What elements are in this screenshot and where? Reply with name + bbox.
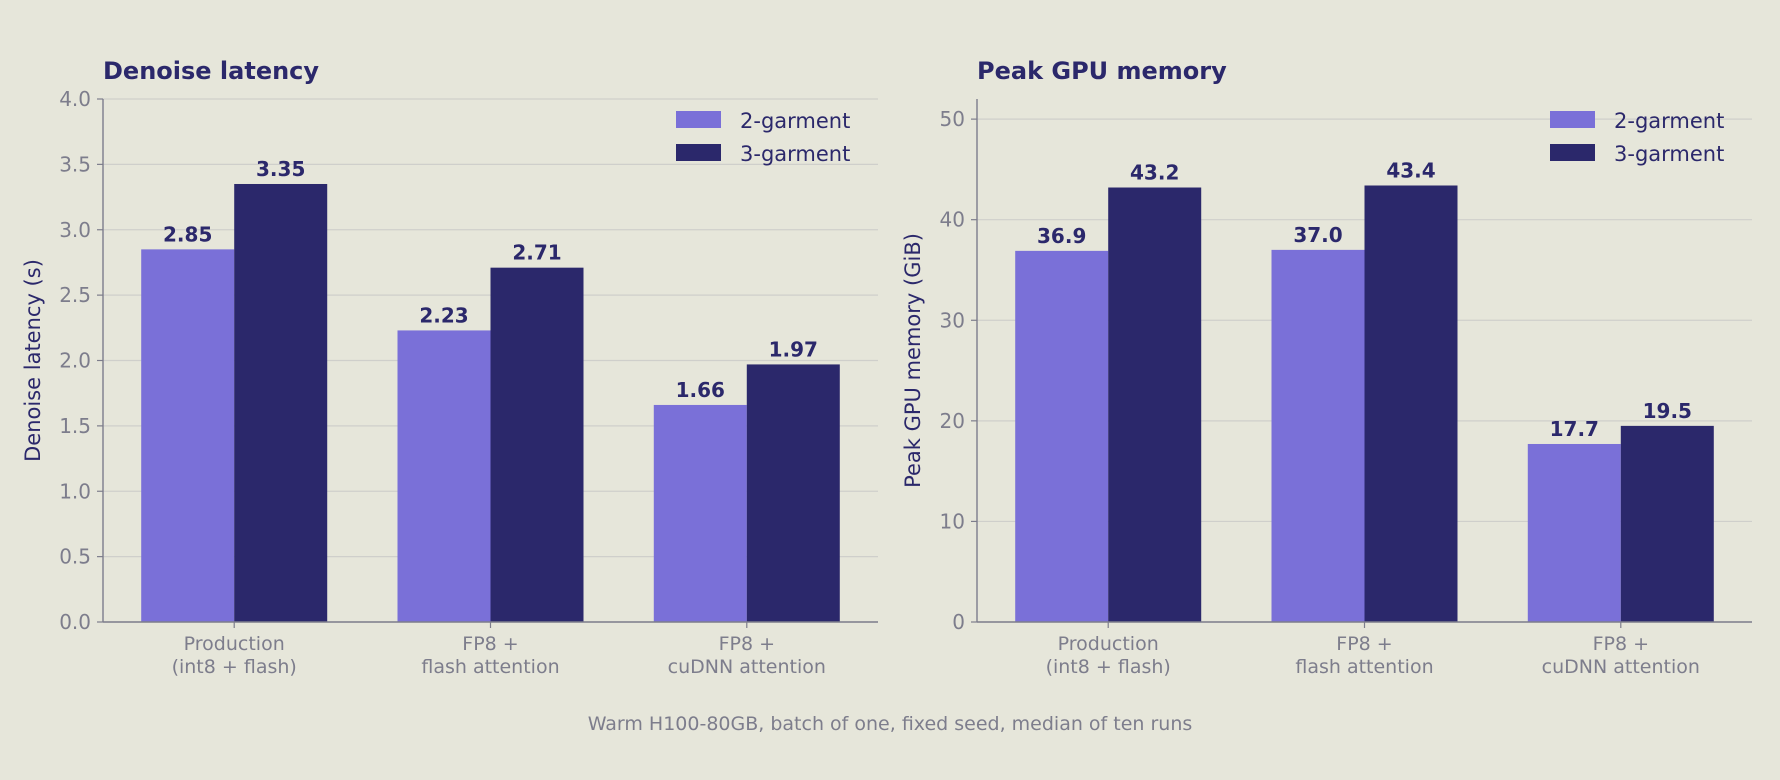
x-tick-label: FP8 + cuDNN attention: [668, 633, 826, 678]
data-label: 1.97: [769, 337, 818, 361]
x-tick-label: Production (int8 + flash): [1046, 633, 1171, 678]
legend-swatch: [1550, 144, 1595, 161]
bar-2-garment-1: [397, 330, 491, 622]
chart-title: Peak GPU memory: [977, 57, 1227, 85]
y-tick-label: 0.0: [59, 610, 91, 634]
bar-2-garment-2: [653, 404, 747, 622]
bar-3-garment-0: [234, 183, 328, 623]
x-tick-label-line: flash attention: [1295, 656, 1433, 678]
bar-3-garment-0: [1108, 187, 1202, 622]
y-tick-label: 40: [940, 208, 965, 232]
y-tick-label: 10: [940, 509, 965, 533]
x-tick-label: FP8 + flash attention: [1295, 633, 1433, 678]
data-label: 17.7: [1550, 417, 1599, 441]
data-label: 2.23: [419, 303, 468, 327]
bar-2-garment-1: [1271, 249, 1365, 622]
y-tick-label: 2.0: [59, 349, 91, 373]
data-label: 36.9: [1037, 224, 1086, 248]
data-label: 3.35: [256, 157, 305, 181]
data-label: 1.66: [676, 378, 725, 402]
bar-3-garment-2: [746, 364, 840, 622]
data-label: 37.0: [1293, 223, 1342, 247]
y-tick-label: 3.0: [59, 218, 91, 242]
memory-chart: Peak GPU memory 0 10 20 30 40 50 Peak GPU memor…: [901, 57, 1752, 678]
y-tick-label: 2.5: [59, 283, 91, 307]
y-tick-label: 50: [940, 107, 965, 131]
x-tick-label-line: FP8 +: [1593, 633, 1649, 655]
y-tick-label: 30: [940, 308, 965, 332]
y-tick-label: 20: [940, 409, 965, 433]
bar-2-garment-0: [141, 249, 235, 623]
legend-swatch: [1550, 111, 1595, 128]
x-tick-label-line: (int8 + flash): [1046, 656, 1171, 678]
y-tick-label: 4.0: [59, 87, 91, 111]
x-tick-label-line: (int8 + flash): [172, 656, 297, 678]
data-label: 43.2: [1130, 161, 1179, 185]
legend-swatch: [676, 144, 721, 161]
data-label: 2.71: [512, 241, 561, 265]
legend-swatch: [676, 111, 721, 128]
chart-title: Denoise latency: [103, 57, 319, 85]
x-tick-label: FP8 + cuDNN attention: [1542, 633, 1700, 678]
x-tick-label-line: FP8 +: [719, 633, 775, 655]
latency-chart: Denoise latency 0.0 0.5 1.0 1.5 2.0 2.5 3.0 3.5 4…: [21, 57, 878, 678]
footnote: Warm H100-80GB, batch of one, fixed seed…: [588, 713, 1193, 735]
y-tick-label: 0.5: [59, 545, 91, 569]
data-label: 2.85: [163, 222, 212, 246]
bar-3-garment-1: [1364, 185, 1458, 622]
x-tick-label-line: FP8 +: [462, 633, 518, 655]
y-tick-label: 1.5: [59, 414, 91, 438]
legend-label: 3-garment: [740, 142, 850, 166]
y-tick-label: 3.5: [59, 152, 91, 176]
legend-label: 2-garment: [740, 109, 850, 133]
data-label: 19.5: [1643, 399, 1692, 423]
data-label: 43.4: [1386, 158, 1435, 182]
bar-2-garment-2: [1527, 443, 1621, 622]
x-tick-label-line: Production: [184, 633, 285, 655]
bar-2-garment-0: [1015, 250, 1109, 622]
bar-3-garment-2: [1620, 425, 1714, 622]
legend-label: 3-garment: [1614, 142, 1724, 166]
y-axis-label: Peak GPU memory (GiB): [901, 233, 925, 488]
y-axis-label: Denoise latency (s): [21, 259, 45, 462]
x-tick-label: FP8 + flash attention: [421, 633, 559, 678]
x-tick-label: Production (int8 + flash): [172, 633, 297, 678]
x-tick-label-line: Production: [1058, 633, 1159, 655]
bar-3-garment-1: [490, 267, 584, 622]
x-tick-label-line: cuDNN attention: [1542, 656, 1700, 678]
y-tick-label: 0: [952, 610, 965, 634]
x-tick-label-line: FP8 +: [1336, 633, 1392, 655]
x-tick-label-line: cuDNN attention: [668, 656, 826, 678]
x-tick-label-line: flash attention: [421, 656, 559, 678]
y-tick-label: 1.0: [59, 479, 91, 503]
legend-label: 2-garment: [1614, 109, 1724, 133]
